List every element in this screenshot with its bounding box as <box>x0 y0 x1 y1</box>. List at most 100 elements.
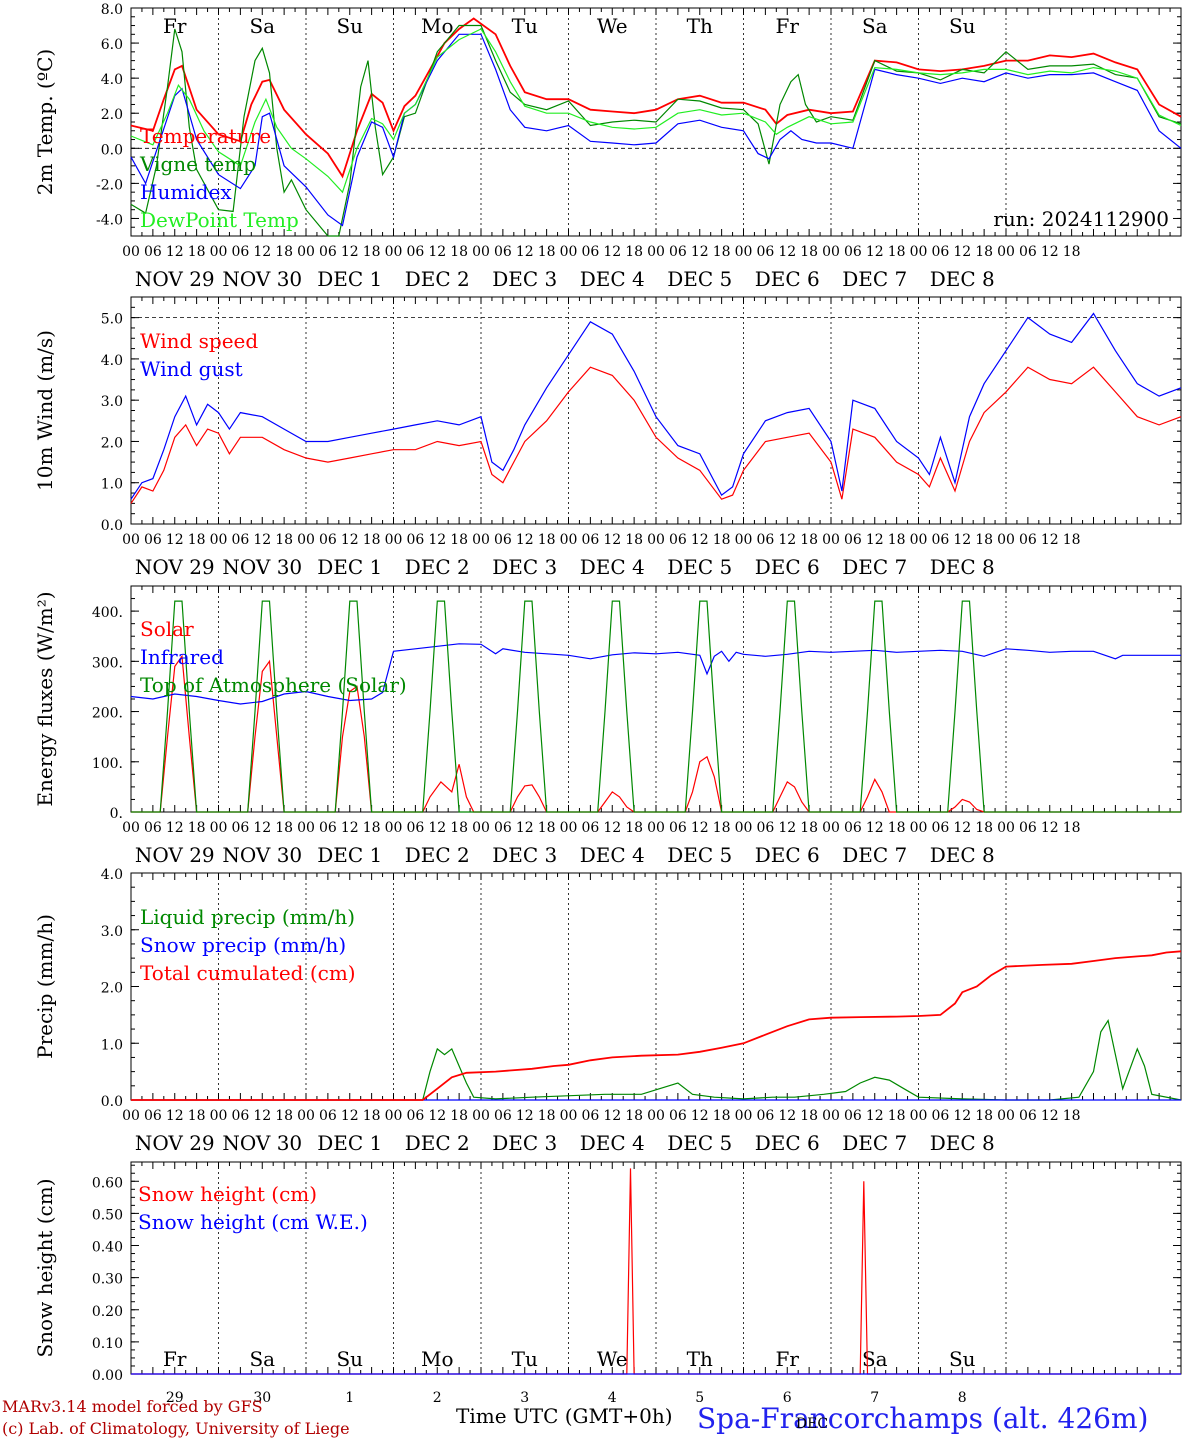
series-line <box>130 643 1181 705</box>
hour-tick-label: 12 <box>341 820 359 836</box>
weekday-label: Su <box>949 1347 976 1371</box>
hour-tick-label: 18 <box>188 244 206 260</box>
hour-tick-label: 18 <box>1063 244 1081 260</box>
series-line <box>131 600 1181 813</box>
hour-tick-label: 18 <box>450 820 468 836</box>
weekday-label: We <box>597 14 628 38</box>
hour-tick-label: 18 <box>363 820 381 836</box>
series-line <box>131 1018 1182 1101</box>
hour-tick-label: 06 <box>1019 244 1037 260</box>
day-number-label: 4 <box>608 1390 617 1406</box>
day-number-label: 7 <box>870 1390 879 1406</box>
weekday-label: Sa <box>862 14 888 38</box>
weekday-label: Sa <box>249 14 275 38</box>
hour-tick-label: 06 <box>319 1108 337 1124</box>
date-label: DEC 7 <box>842 555 907 579</box>
hour-tick-label: 06 <box>231 820 249 836</box>
hour-tick-label: 18 <box>713 1108 731 1124</box>
weekday-label: Su <box>949 14 976 38</box>
date-label: DEC 5 <box>667 843 732 867</box>
hour-tick-label: 00 <box>735 532 753 548</box>
y-tick-label: 5.0 <box>101 312 123 328</box>
date-label: NOV 30 <box>222 1131 302 1155</box>
hour-tick-label: 00 <box>210 820 228 836</box>
hour-tick-label: 00 <box>122 820 140 836</box>
hour-tick-label: 00 <box>910 1108 928 1124</box>
y-tick-label: 1.0 <box>101 1037 123 1053</box>
hour-tick-label: 00 <box>122 244 140 260</box>
hour-tick-label: 18 <box>713 532 731 548</box>
station-label: Spa-Francorchamps (alt. 426m) <box>697 1402 1148 1435</box>
hour-tick-label: 12 <box>1041 244 1059 260</box>
hour-tick-label: 12 <box>341 244 359 260</box>
hour-tick-label: 12 <box>428 532 446 548</box>
date-label: DEC 2 <box>405 843 470 867</box>
hour-tick-label: 00 <box>822 820 840 836</box>
hour-tick-label: 00 <box>385 244 403 260</box>
weekday-label: Sa <box>249 1347 275 1371</box>
date-label: DEC 7 <box>842 843 907 867</box>
date-label: NOV 29 <box>135 843 215 867</box>
y-tick-label: -2.0 <box>96 177 123 193</box>
hour-tick-label: 06 <box>844 820 862 836</box>
weekday-label: Sa <box>862 1347 888 1371</box>
hour-tick-label: 00 <box>910 244 928 260</box>
hour-tick-label: 06 <box>931 1108 949 1124</box>
legend-entry: Total cumulated (cm) <box>140 961 356 985</box>
y-tick-label: -4.0 <box>96 212 123 228</box>
hour-tick-label: 18 <box>363 532 381 548</box>
hour-tick-label: 18 <box>800 1108 818 1124</box>
y-tick-label: 2.0 <box>101 981 123 997</box>
legend-entry: Snow precip (mm/h) <box>140 933 346 957</box>
hour-tick-label: 12 <box>603 1108 621 1124</box>
hour-tick-label: 18 <box>1063 1108 1081 1124</box>
hour-tick-label: 06 <box>669 820 687 836</box>
date-label: DEC 4 <box>580 1131 645 1155</box>
hour-tick-label: 00 <box>385 820 403 836</box>
hour-tick-label: 00 <box>210 1108 228 1124</box>
y-tick-label: 0.0 <box>101 142 123 158</box>
y-tick-label: 0.00 <box>92 1368 123 1384</box>
day-number-label: 8 <box>958 1390 967 1406</box>
date-label: DEC 4 <box>580 843 645 867</box>
y-tick-label: 0.50 <box>92 1207 123 1223</box>
y-tick-label: 200. <box>92 706 123 722</box>
hour-tick-label: 12 <box>603 532 621 548</box>
hour-tick-label: 00 <box>997 244 1015 260</box>
hour-tick-label: 00 <box>560 820 578 836</box>
hour-tick-label: 00 <box>735 820 753 836</box>
legend-entry: Solar <box>140 617 194 641</box>
date-label: DEC 4 <box>580 555 645 579</box>
hour-tick-label: 00 <box>822 1108 840 1124</box>
hour-tick-label: 18 <box>450 1108 468 1124</box>
date-label: NOV 30 <box>222 843 302 867</box>
date-label: NOV 29 <box>135 555 215 579</box>
hour-tick-label: 12 <box>778 532 796 548</box>
date-label: DEC 1 <box>317 843 382 867</box>
hour-tick-label: 06 <box>494 532 512 548</box>
hour-tick-label: 12 <box>691 1108 709 1124</box>
hour-tick-label: 12 <box>341 1108 359 1124</box>
series-line <box>130 33 1182 227</box>
weekday-label: We <box>597 1347 628 1371</box>
hour-tick-label: 18 <box>363 244 381 260</box>
hour-tick-label: 12 <box>691 244 709 260</box>
hour-tick-label: 18 <box>800 532 818 548</box>
hour-tick-label: 18 <box>538 244 556 260</box>
hour-tick-label: 06 <box>669 1108 687 1124</box>
hour-tick-label: 12 <box>953 820 971 836</box>
hour-tick-label: 00 <box>472 820 490 836</box>
hour-tick-label: 12 <box>516 532 534 548</box>
hour-tick-label: 12 <box>253 244 271 260</box>
hour-tick-label: 18 <box>538 820 556 836</box>
y-tick-label: 0.0 <box>101 1094 123 1110</box>
hour-tick-label: 00 <box>560 244 578 260</box>
legend-entry: Snow height (cm) <box>138 1182 317 1206</box>
legend-entry: Temperature <box>140 124 271 148</box>
hour-tick-label: 12 <box>166 820 184 836</box>
hour-tick-label: 12 <box>603 244 621 260</box>
hour-tick-label: 18 <box>188 532 206 548</box>
hour-tick-label: 18 <box>888 532 906 548</box>
hour-tick-label: 00 <box>735 244 753 260</box>
